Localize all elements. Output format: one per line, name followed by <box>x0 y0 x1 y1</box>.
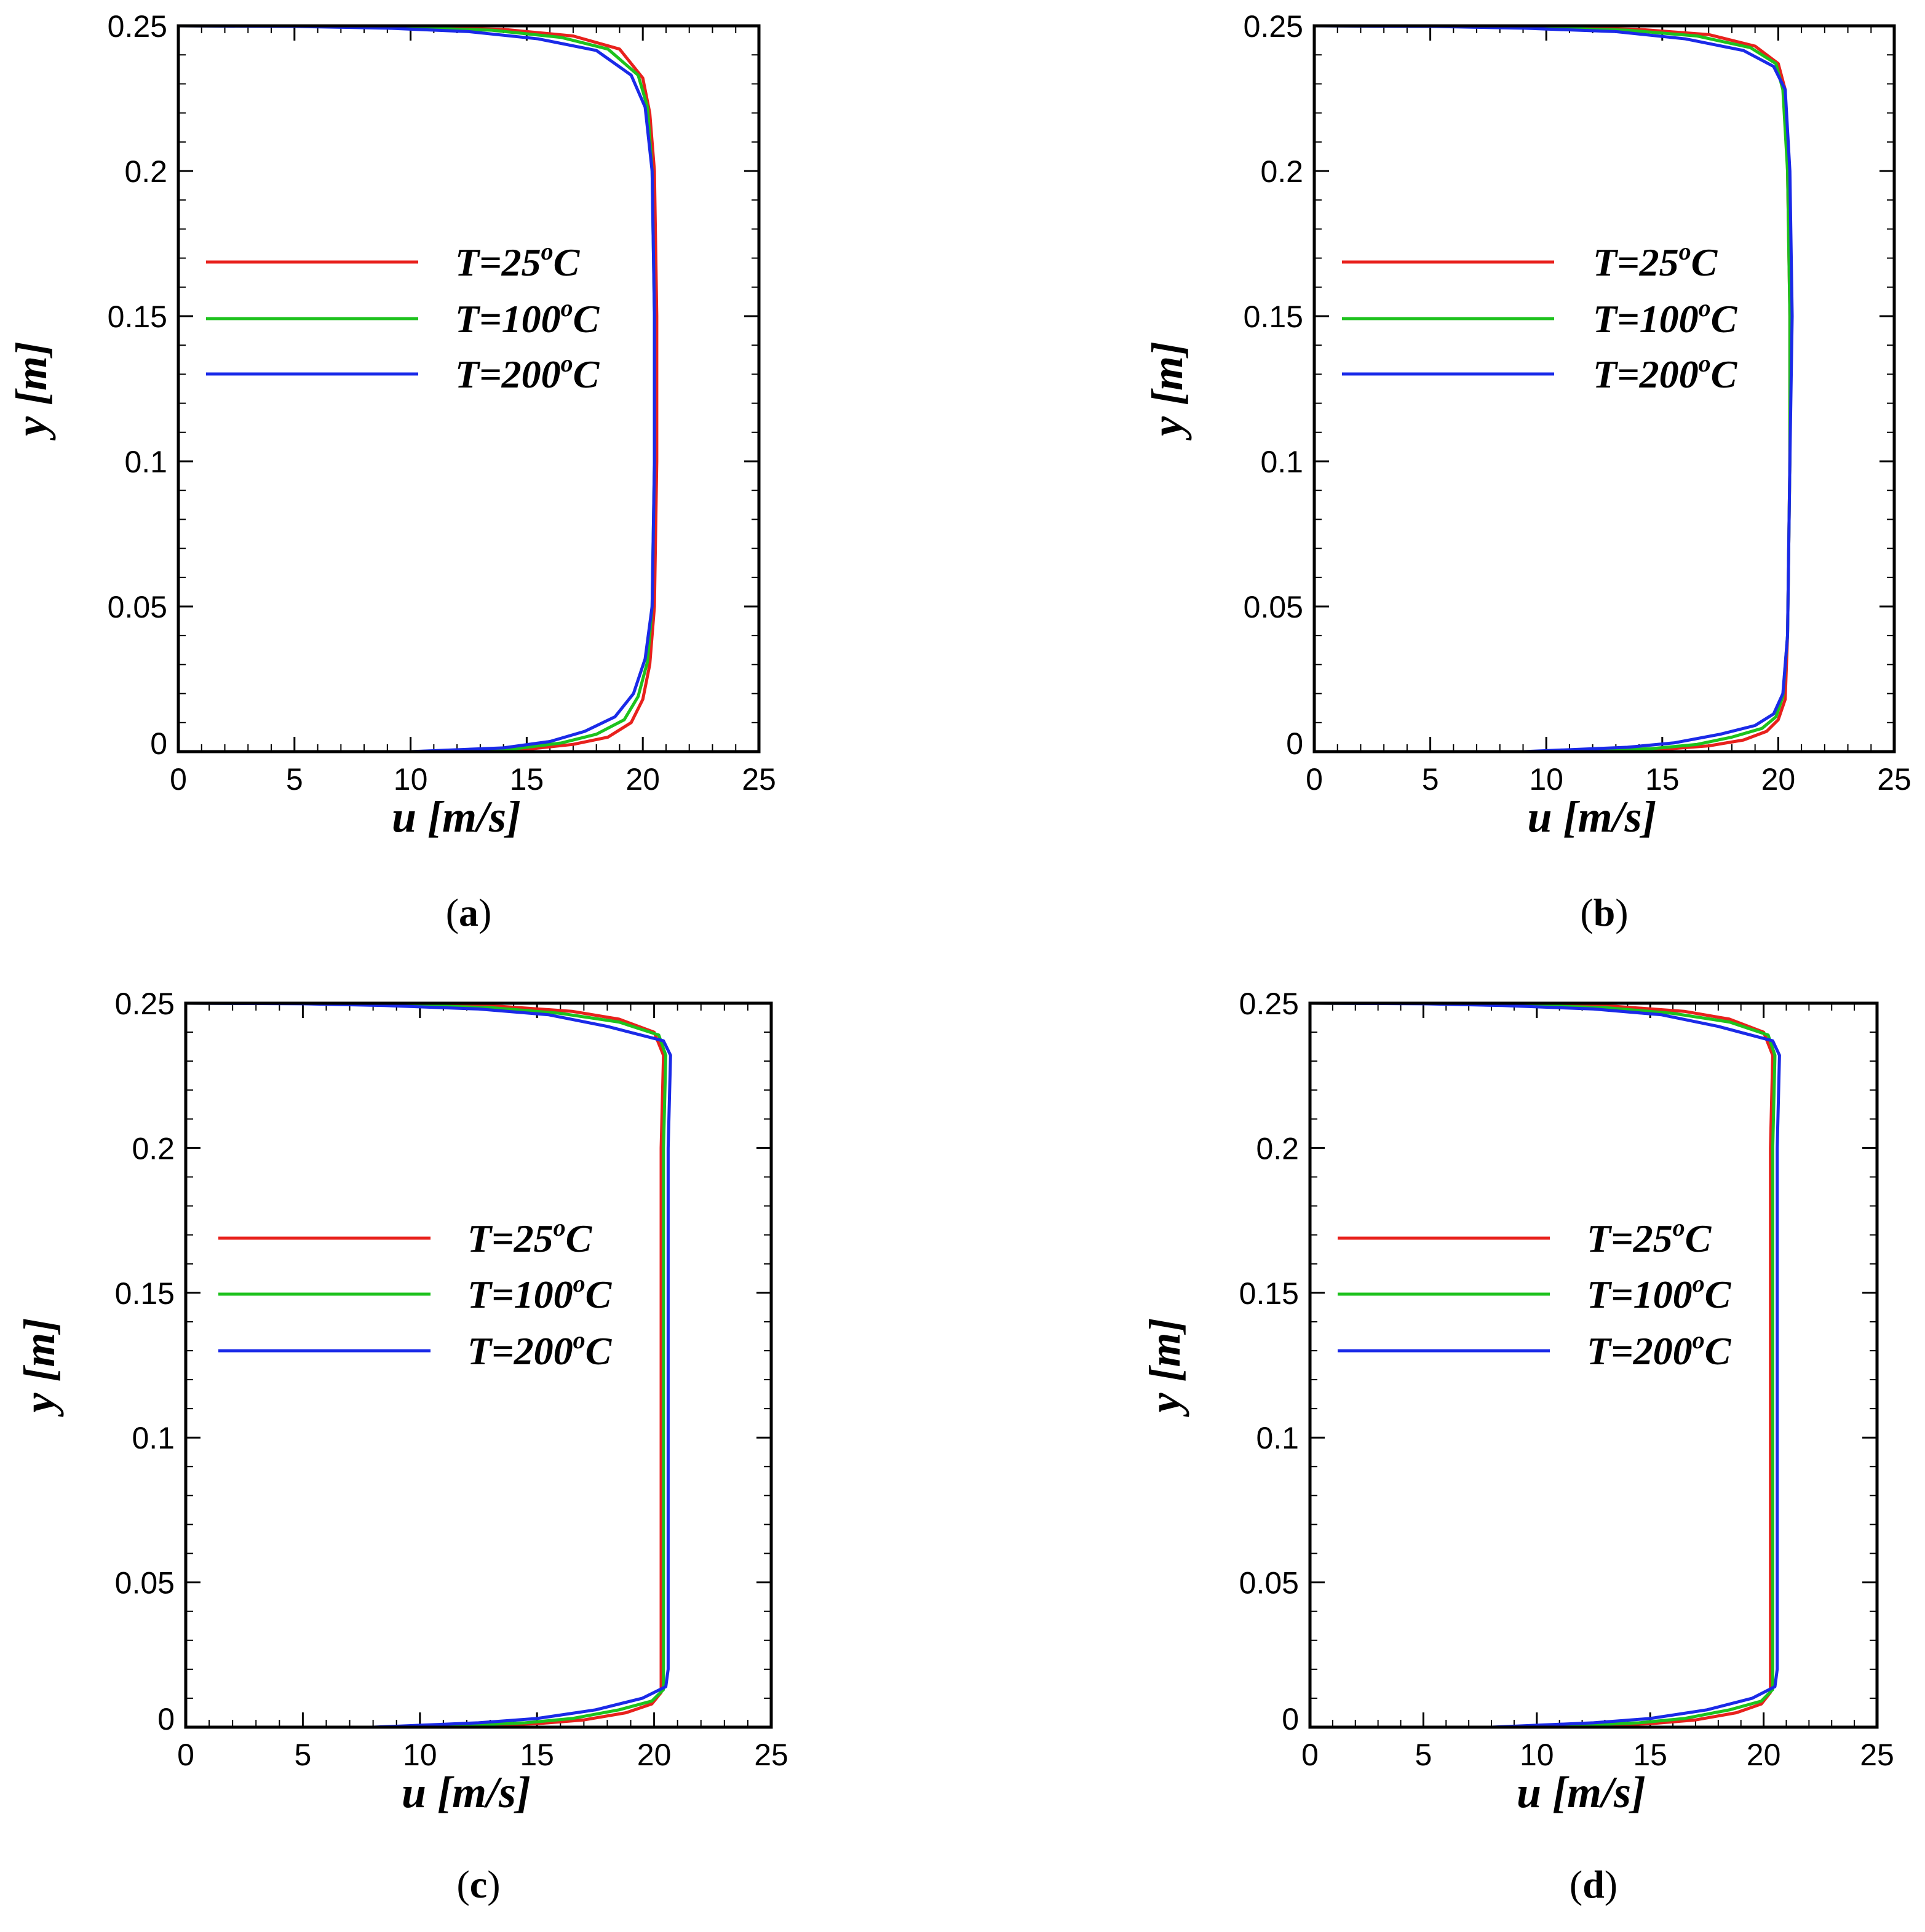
y-axis-label: y [m] <box>7 341 56 441</box>
panel-caption: (d) <box>1570 1862 1617 1906</box>
legend-label: T=200oC <box>467 1326 613 1373</box>
x-tick-label: 15 <box>510 762 544 797</box>
y-tick-label: 0 <box>150 726 167 761</box>
y-tick-label: 0.25 <box>115 987 175 1021</box>
x-tick-label: 5 <box>294 1738 311 1772</box>
series-line <box>185 1001 665 1729</box>
panel-caption: (c) <box>456 1862 500 1906</box>
legend-label: T=200oC <box>455 349 600 396</box>
x-tick-label: 15 <box>520 1738 554 1772</box>
legend-label: T=200oC <box>1593 349 1738 396</box>
y-tick-label: 0.15 <box>1239 1276 1299 1311</box>
y-tick-label: 0.05 <box>1239 1566 1299 1600</box>
series-line <box>185 1001 668 1729</box>
legend-label: T=100oC <box>1593 294 1738 341</box>
x-axis-label: u [m/s] <box>402 1768 531 1817</box>
series-line <box>178 24 659 753</box>
y-tick-label: 0.2 <box>124 154 167 189</box>
y-tick-label: 0.25 <box>1239 987 1299 1021</box>
x-tick-label: 5 <box>1422 762 1439 797</box>
y-tick-label: 0.2 <box>132 1131 175 1166</box>
chart-panel-d: 0 5 10 15 20 25 0 0.05 0.1 0.15 0.2 0.25 T=25oC T=100… <box>1140 987 1894 1906</box>
x-tick-label: 0 <box>1301 1738 1319 1772</box>
plot-frame <box>1308 1001 1879 1729</box>
y-tick-label: 0.1 <box>124 445 167 479</box>
x-tick-label: 10 <box>1520 1738 1554 1772</box>
series-line <box>185 1001 672 1729</box>
y-tick-label: 0.05 <box>115 1566 175 1600</box>
plot-frame <box>177 24 761 753</box>
y-axis-label: y [m] <box>1143 341 1192 441</box>
y-axis-label: y [m] <box>1140 1318 1189 1418</box>
legend-label: T=25oC <box>467 1214 593 1260</box>
legend-label: T=100oC <box>455 294 600 341</box>
x-axis-label: u [m/s] <box>392 792 521 841</box>
y-tick-label: 0.25 <box>1244 9 1303 44</box>
series-line <box>1309 1001 1777 1729</box>
x-tick-label: 20 <box>637 1738 672 1772</box>
x-tick-label: 20 <box>625 762 660 797</box>
panel-caption: (a) <box>446 891 492 934</box>
x-tick-label: 25 <box>754 1738 788 1772</box>
x-tick-label: 5 <box>1415 1738 1432 1772</box>
series-line <box>178 24 656 753</box>
y-tick-label: 0.15 <box>1244 300 1303 334</box>
x-axis-label: u [m/s] <box>1527 792 1656 841</box>
series-line <box>1309 1001 1774 1729</box>
y-tick-label: 0.15 <box>115 1276 175 1311</box>
y-tick-label: 0.2 <box>1260 154 1303 189</box>
y-tick-label: 0.15 <box>108 300 167 334</box>
x-tick-label: 0 <box>1306 762 1323 797</box>
y-tick-label: 0.1 <box>1260 445 1303 479</box>
legend-label: T=25oC <box>455 237 581 284</box>
x-tick-label: 15 <box>1645 762 1680 797</box>
legend-label: T=25oC <box>1587 1214 1712 1260</box>
chart-panel-a: 0 5 10 15 20 25 0 0.05 0.1 0.15 0.2 0.25 T=25oC T=100… <box>7 9 776 934</box>
plot-frame <box>1312 24 1896 753</box>
legend-label: T=100oC <box>467 1270 613 1316</box>
y-tick-label: 0.1 <box>1256 1421 1299 1455</box>
legend-label: T=200oC <box>1587 1326 1732 1373</box>
x-tick-label: 5 <box>286 762 303 797</box>
y-tick-label: 0 <box>157 1702 175 1736</box>
legend-label: T=25oC <box>1593 237 1718 284</box>
x-tick-label: 25 <box>1860 1738 1894 1772</box>
y-tick-label: 0.1 <box>132 1421 175 1455</box>
series-line <box>1309 1001 1781 1729</box>
legend-label: T=100oC <box>1587 1270 1732 1316</box>
panel-caption: (b) <box>1580 891 1628 934</box>
plot-frame <box>184 1001 773 1729</box>
x-axis-label: u [m/s] <box>1517 1768 1646 1817</box>
x-tick-label: 20 <box>1747 1738 1781 1772</box>
chart-panel-b: 0 5 10 15 20 25 0 0.05 0.1 0.15 0.2 0.25 T=25oC T=100… <box>1143 9 1911 934</box>
y-tick-label: 0.2 <box>1256 1131 1299 1166</box>
x-tick-label: 10 <box>1529 762 1563 797</box>
x-tick-label: 10 <box>403 1738 437 1772</box>
y-tick-label: 0 <box>1282 1702 1299 1736</box>
x-tick-label: 20 <box>1761 762 1796 797</box>
x-tick-label: 25 <box>742 762 776 797</box>
x-tick-label: 0 <box>170 762 187 797</box>
x-tick-label: 25 <box>1877 762 1911 797</box>
series-line <box>1314 24 1794 753</box>
y-tick-label: 0.25 <box>108 9 167 44</box>
x-tick-label: 0 <box>177 1738 194 1772</box>
x-tick-label: 15 <box>1633 1738 1667 1772</box>
y-tick-label: 0.05 <box>108 590 167 624</box>
y-axis-label: y [m] <box>15 1318 64 1418</box>
x-tick-label: 10 <box>394 762 428 797</box>
chart-panel-c: 0 5 10 15 20 25 0 0.05 0.1 0.15 0.2 0.25 T=25oC T=100… <box>15 987 788 1906</box>
y-tick-label: 0 <box>1286 726 1303 761</box>
y-tick-label: 0.05 <box>1244 590 1303 624</box>
